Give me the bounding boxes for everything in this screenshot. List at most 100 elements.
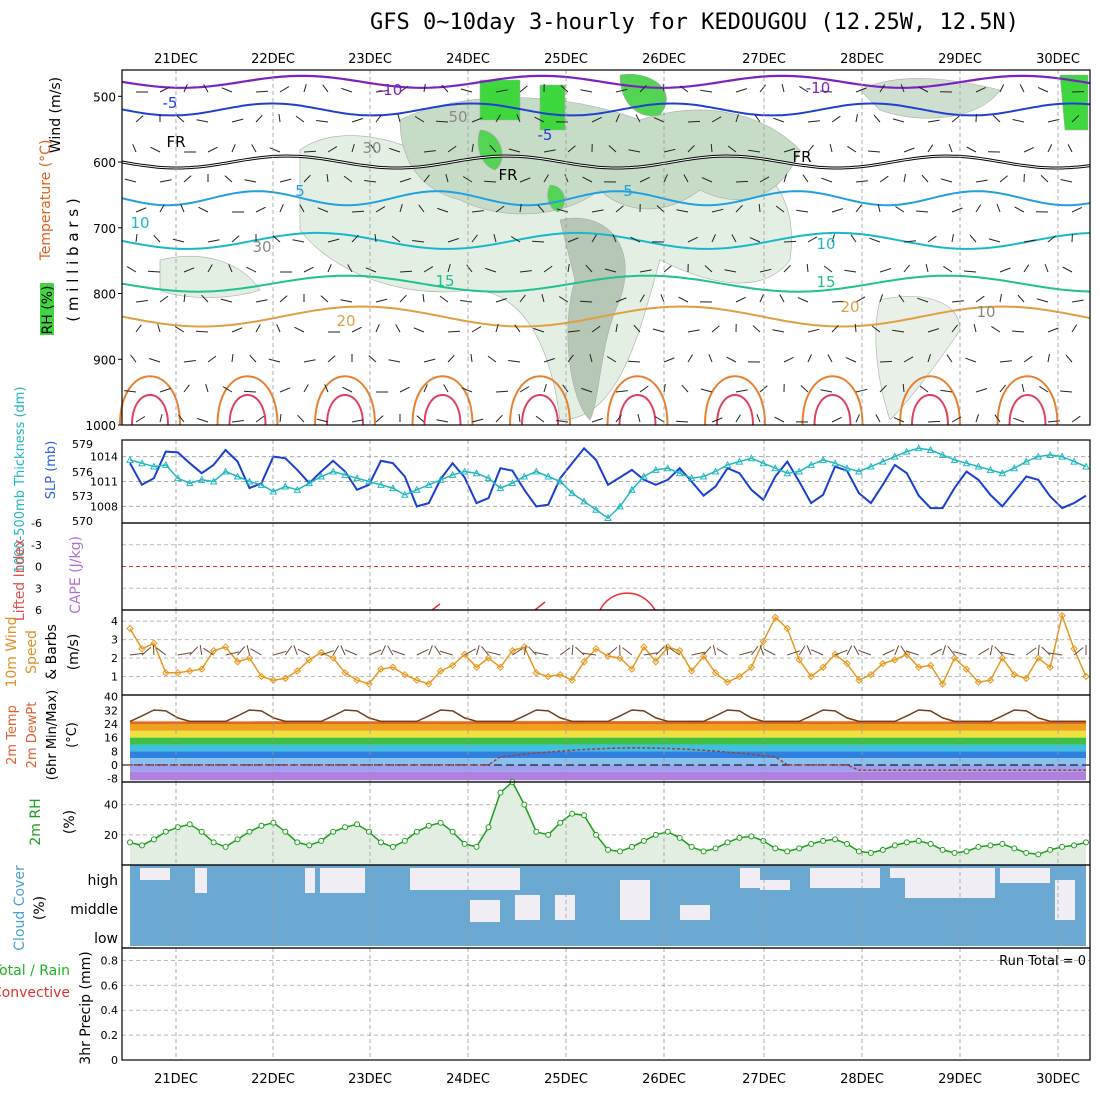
wind-barb — [1000, 268, 1010, 272]
wind10-barb — [739, 651, 752, 655]
wind-barb — [832, 417, 842, 422]
wind10-barb — [273, 651, 286, 655]
day-label-top: 21DEC — [154, 52, 198, 67]
wind-barb — [943, 266, 952, 272]
rh2m-point — [558, 820, 563, 825]
wind10-barb — [333, 646, 338, 655]
wind-barb — [895, 206, 904, 212]
wind-barb — [221, 299, 232, 302]
temperature-axis-label: Temperature (°C) — [38, 140, 54, 262]
rh2m-point — [689, 844, 694, 849]
wind-barb — [177, 116, 184, 122]
contour-label: 5 — [295, 182, 305, 200]
wind-barb — [976, 296, 984, 302]
cloud-clear-gap — [555, 895, 575, 920]
day-label-bottom: 28DEC — [840, 1072, 884, 1087]
wind10-barb — [995, 647, 1003, 655]
wind-barb — [893, 119, 904, 122]
wind-barb — [928, 236, 936, 242]
wind-barb — [727, 357, 737, 362]
rh2m-point — [773, 846, 778, 851]
wind10-barb — [859, 650, 871, 655]
pressure-tick-label: 700 — [93, 222, 116, 236]
wind10-barb — [787, 651, 800, 655]
wind10-barb — [388, 646, 393, 655]
wind-barb — [1000, 176, 1008, 182]
wind-barb — [880, 176, 888, 182]
cloud-clear-gap — [680, 905, 710, 920]
temp-tick-label: 16 — [104, 732, 118, 745]
rh2m-point — [988, 843, 993, 848]
rh2m-point — [725, 840, 730, 845]
wind-barb — [970, 235, 976, 242]
wind-barb — [304, 267, 314, 272]
rh2m-point — [641, 838, 646, 843]
slp-tick-label: 1011 — [90, 476, 118, 489]
wind-barb — [991, 326, 1000, 332]
rh2m-point — [582, 813, 587, 818]
wind-barb — [967, 147, 976, 152]
wind-barb — [160, 296, 168, 302]
warm-dome-outer — [315, 376, 375, 425]
wind10-barb — [251, 649, 262, 655]
wind-barb — [997, 204, 1000, 212]
wind10-barb — [608, 647, 617, 655]
wind-barb — [341, 300, 353, 302]
wind10-barb — [178, 653, 192, 655]
wind-barb — [423, 294, 424, 302]
rh2m-point — [833, 837, 838, 842]
wind10-barb — [704, 647, 711, 656]
wind-barb — [316, 121, 328, 123]
wind10-barb — [381, 646, 386, 656]
wind-barb — [920, 386, 928, 392]
cloud-clear-gap — [1000, 868, 1050, 883]
wind-barb — [796, 210, 808, 212]
wind-barb — [437, 420, 449, 422]
wind10-barb — [440, 651, 453, 655]
wind-barb — [876, 415, 880, 423]
contour-label: 10 — [130, 214, 149, 232]
wind10-barb — [294, 645, 297, 655]
wind-barb — [974, 324, 976, 332]
wind-barb — [940, 390, 952, 392]
wind-barb — [976, 180, 988, 182]
contour-label: 20 — [840, 298, 859, 316]
thickness-tick-label: 579 — [72, 438, 93, 451]
wind-barb — [280, 87, 289, 92]
wind-barb — [389, 360, 401, 362]
wind-barb — [784, 241, 796, 242]
cape-axis-label: CAPE (J/kg) — [68, 536, 84, 614]
wind-barb — [1072, 416, 1080, 422]
wind-barb — [232, 236, 239, 242]
rh2m-point — [450, 829, 455, 834]
wind-barb — [304, 360, 316, 362]
wind-barb — [773, 118, 784, 122]
wind-barb — [400, 295, 406, 302]
wind-barb — [304, 84, 306, 92]
contour-label: 50 — [448, 108, 467, 126]
wind-barb — [712, 326, 719, 332]
rh2m-point — [928, 841, 933, 846]
cloud-clear-gap — [410, 868, 520, 890]
rh2m-point — [594, 832, 599, 837]
li-tick-label: -6 — [31, 517, 42, 530]
temp-tick-label: 40 — [104, 691, 118, 704]
wind-barb — [952, 301, 964, 302]
wind-barb — [808, 329, 819, 332]
wind10-barb — [978, 648, 989, 655]
wind-barb — [460, 301, 472, 303]
wind-barb — [874, 115, 880, 122]
wind-barb — [232, 354, 233, 362]
wind10-barb — [482, 646, 489, 655]
thickness-point — [127, 457, 133, 463]
wind-barb — [279, 114, 280, 122]
contour-label: -10 — [806, 79, 831, 97]
wind-barb — [846, 358, 856, 362]
wind-barb — [1037, 299, 1048, 302]
wind10-barb — [1038, 645, 1039, 655]
warm-dome-inner — [522, 395, 558, 425]
wind-barb — [328, 264, 331, 272]
wind-barb — [773, 330, 785, 332]
wind-barb — [280, 296, 287, 302]
wind-barb — [661, 294, 664, 302]
